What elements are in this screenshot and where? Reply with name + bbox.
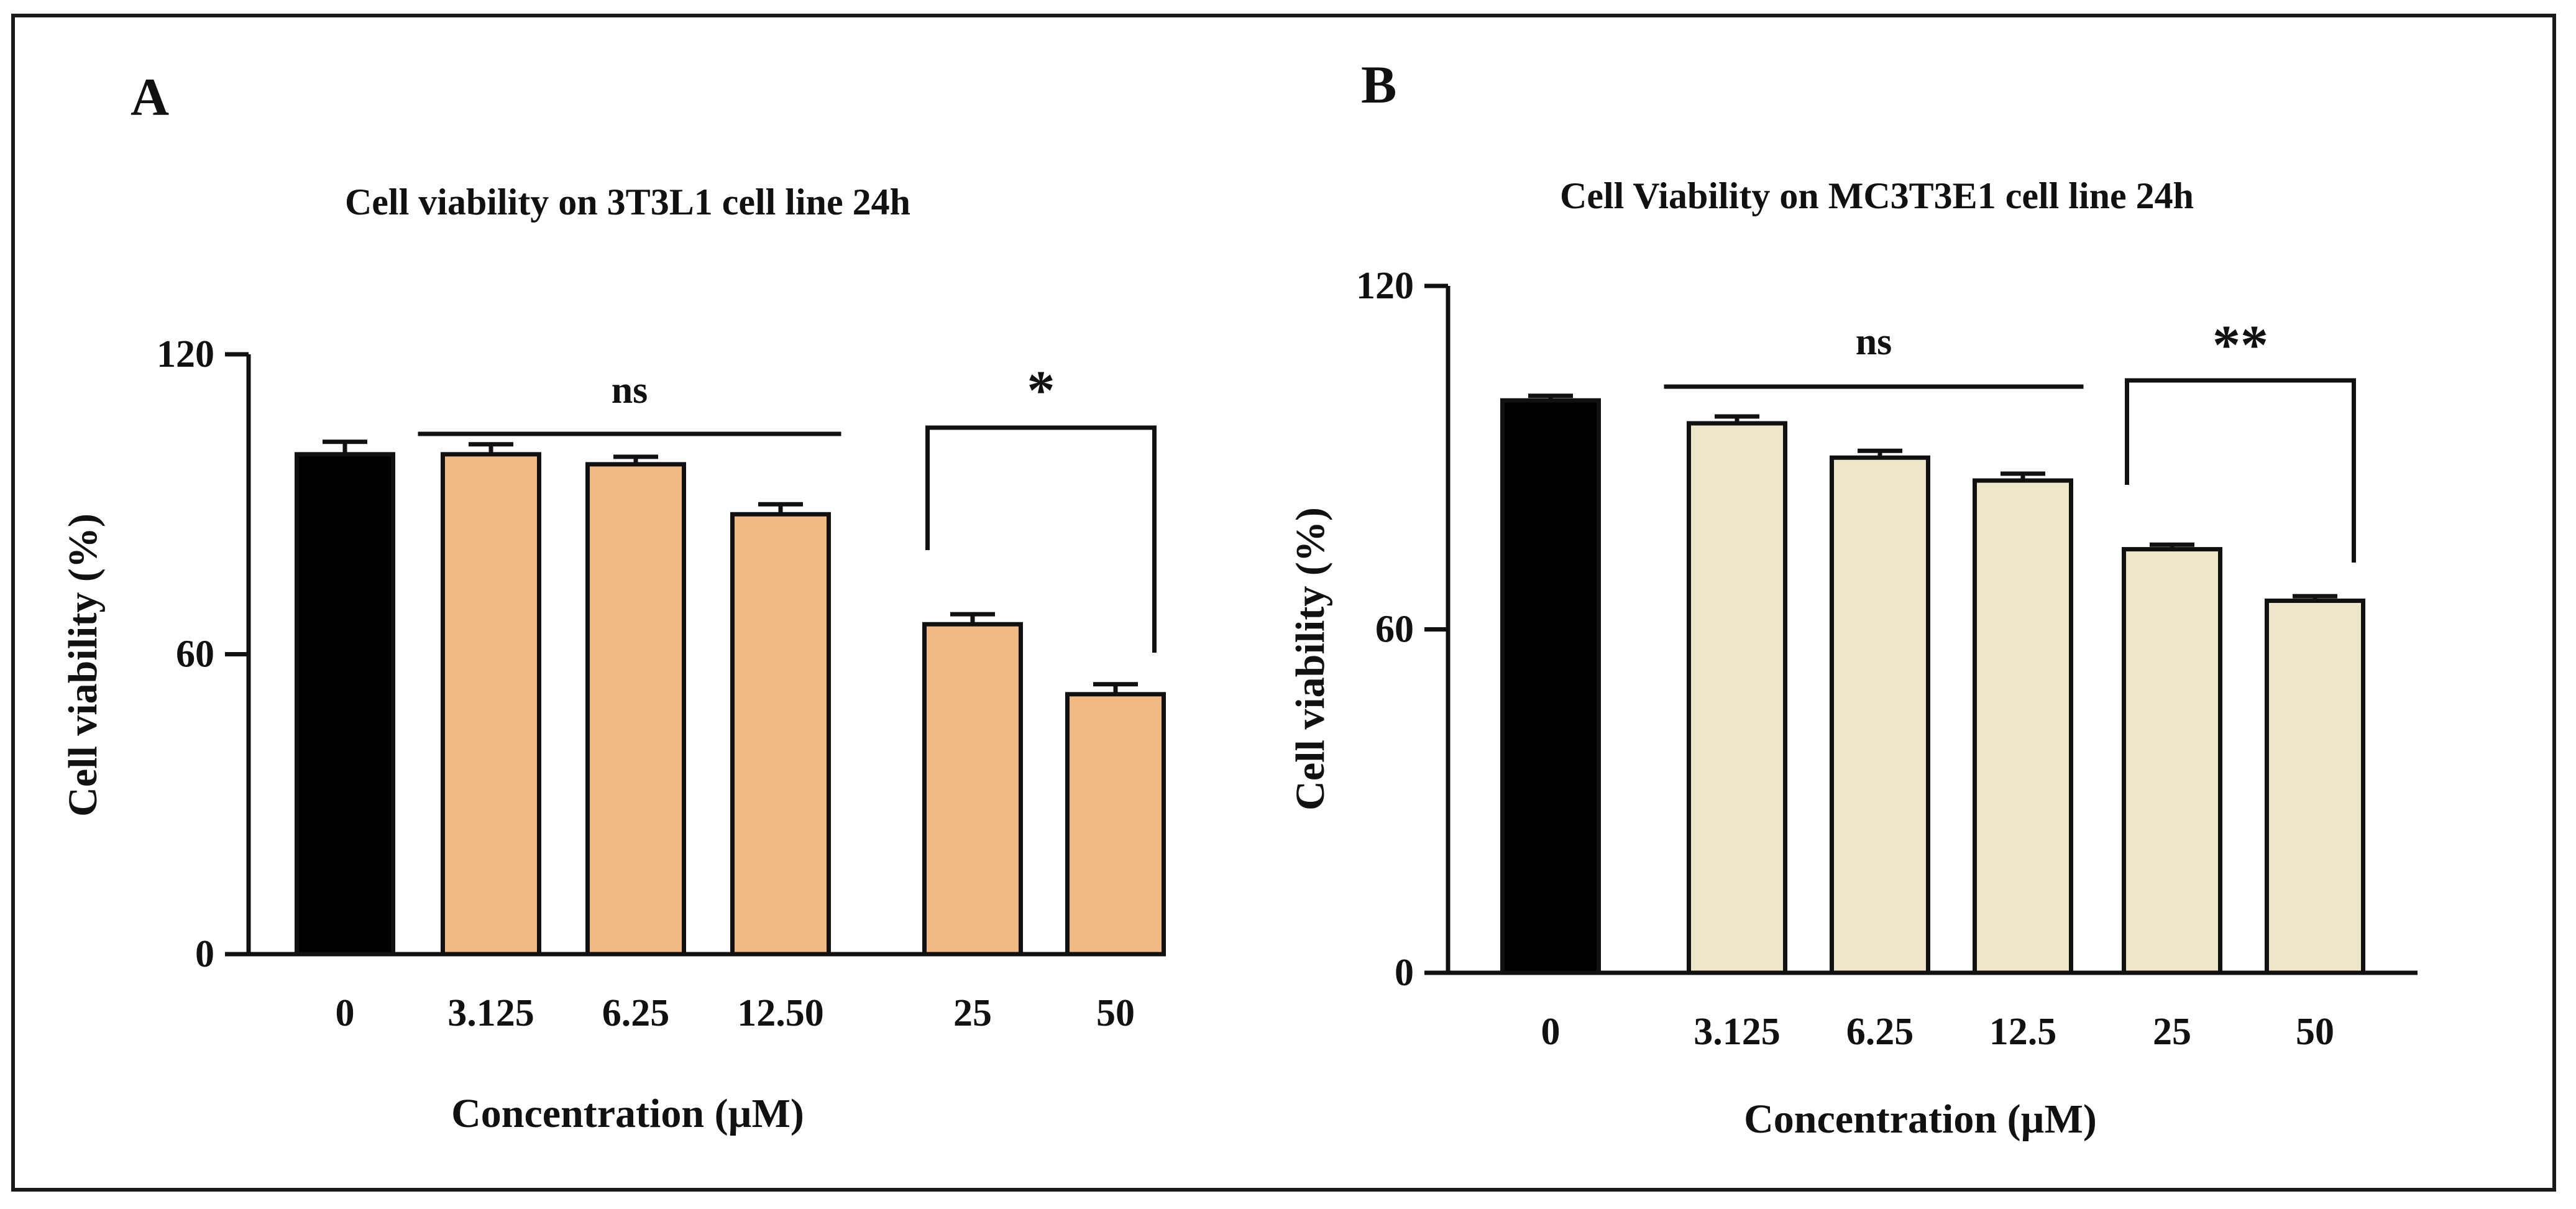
panel-b-label: B (1361, 55, 1396, 114)
panel-a-bar-5 (1065, 692, 1166, 957)
panel-a-label: A (131, 67, 169, 127)
panel-b-significance-label-1: ** (2212, 315, 2268, 376)
panel-a-x-tick-label-2: 6.25 (602, 992, 670, 1034)
panel-a-x-tick-label-5: 50 (1096, 992, 1135, 1034)
panel-b-x-tick-label-0: 0 (1541, 1011, 1561, 1053)
panel-a-y-tick-label-2: 120 (157, 333, 214, 375)
panel-b-x-tick-label-4: 25 (2153, 1011, 2191, 1053)
panel-b-y-tick-label-1: 60 (1375, 609, 1414, 651)
panel-b-significance-label-0: ns (1856, 321, 1892, 363)
panel-a-x-tick-label-0: 0 (336, 992, 355, 1034)
panel-a-significance-label-1: * (1027, 360, 1055, 421)
panel-b-x-tick-label-5: 50 (2296, 1011, 2334, 1053)
panel-b-bar-4 (2122, 547, 2222, 975)
panel-b-x-tick-label-3: 12.5 (1989, 1011, 2057, 1053)
panel-a-bar-2 (585, 462, 686, 957)
panel-a-bar-3 (730, 512, 831, 957)
panel-b-y-tick-label-2: 120 (1356, 265, 1414, 307)
panel-b-plot: 0 3.125 6.25 12.5 25 50 0 60 120 ns ** (1356, 265, 2418, 1053)
panel-a-x-axis-label: Concentration (µM) (451, 1091, 804, 1136)
panel-a-title: Cell viability on 3T3L1 cell line 24h (345, 182, 910, 223)
panel-b-bar-0 (1500, 398, 1601, 975)
panel-a-x-tick-label-3: 12.50 (737, 992, 824, 1034)
panel-b-title: Cell Viability on MC3T3E1 cell line 24h (1560, 175, 2194, 216)
panel-a-x-tick-label-1: 3.125 (447, 992, 534, 1034)
panel-b-x-tick-label-2: 6.25 (1846, 1011, 1914, 1053)
panel-a-x-tick-label-4: 25 (953, 992, 992, 1034)
panel-b-significance-bracket-1 (2125, 378, 2356, 563)
panel-a-y-tick-label-1: 60 (176, 633, 214, 676)
panel-b-x-axis-label: Concentration (µM) (1744, 1096, 2097, 1142)
panel-b-bar-2 (1830, 455, 1930, 975)
panel-a-significance-label-0: ns (612, 369, 648, 411)
panel-b: B Cell Viability on MC3T3E1 cell line 24… (1288, 55, 2418, 1142)
panel-a: A Cell viability on 3T3L1 cell line 24h … (60, 67, 1166, 1136)
panel-a-bar-0 (295, 452, 395, 957)
panel-b-bar-3 (1973, 478, 2073, 975)
panel-b-bar-5 (2265, 598, 2365, 975)
panel-b-y-axis-label: Cell viability (%) (1288, 507, 1333, 811)
panel-a-y-tick-label-0: 0 (195, 933, 214, 975)
panel-a-bar-4 (922, 622, 1023, 957)
panel-a-y-axis-label: Cell viability (%) (60, 513, 106, 817)
panel-b-bar-1 (1687, 421, 1787, 975)
panel-b-y-tick-label-0: 0 (1395, 952, 1414, 994)
panel-a-bar-1 (441, 452, 541, 957)
panel-a-plot: 0 3.125 6.25 12.50 25 50 0 60 120 ns * (157, 333, 1166, 1034)
panel-a-significance-bracket-1 (925, 425, 1157, 653)
panel-b-x-tick-label-1: 3.125 (1694, 1011, 1781, 1053)
